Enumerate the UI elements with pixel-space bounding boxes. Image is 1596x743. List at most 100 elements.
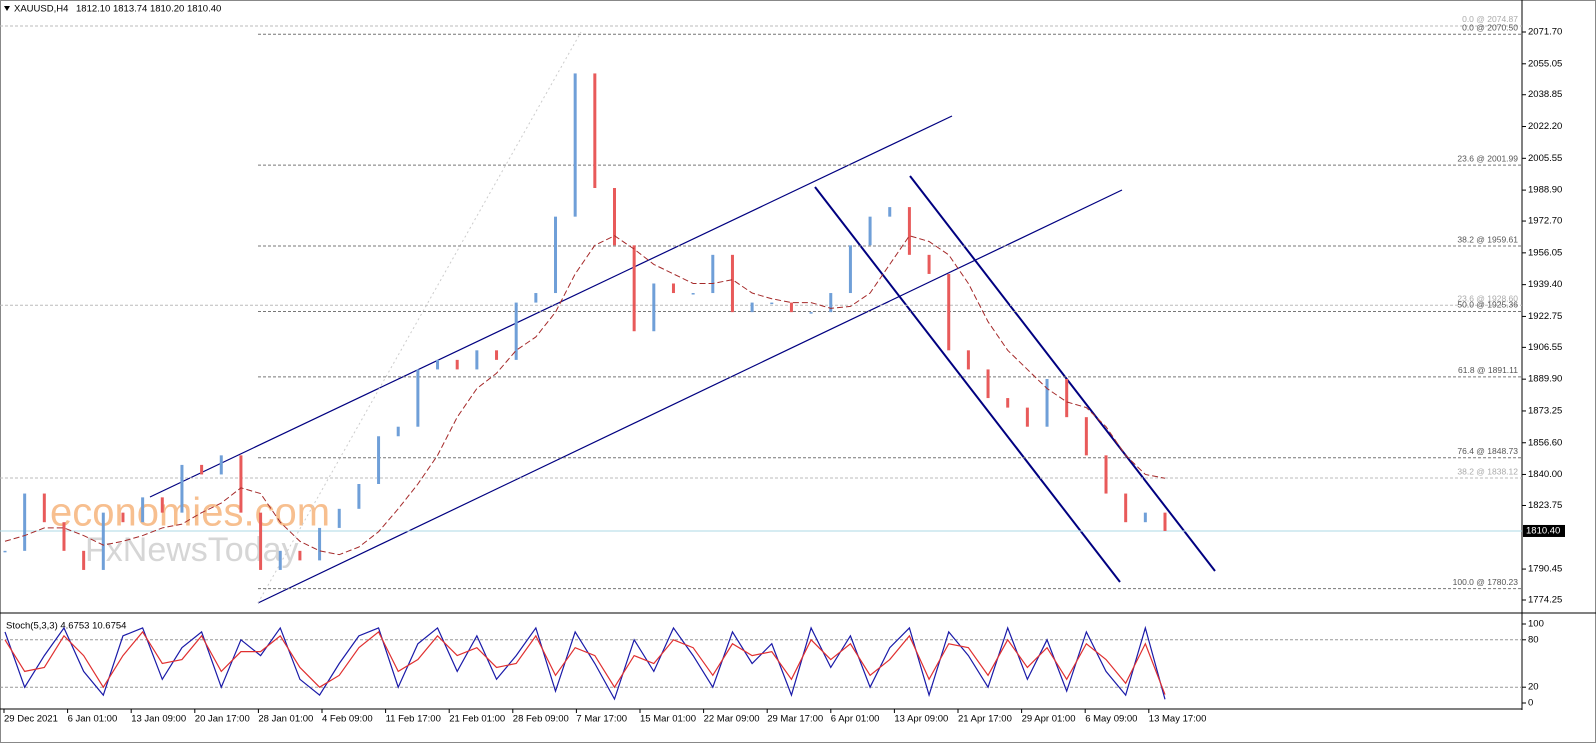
price-bar — [514, 302, 518, 360]
stoch-tick-label: 20 — [1528, 682, 1539, 693]
y-tick-label: 1823.75 — [1528, 500, 1562, 511]
y-tick-label: 1873.25 — [1528, 405, 1562, 416]
price-bar — [888, 207, 892, 217]
stoch-tick-label: 100 — [1528, 619, 1544, 630]
y-tick-label: 2038.85 — [1528, 89, 1562, 100]
fib-label: 100.0 @ 1780.23 — [1453, 577, 1519, 587]
price-bar — [101, 512, 105, 570]
price-bar — [691, 293, 695, 295]
channel-line — [814, 186, 1121, 583]
y-tick-label: 2005.55 — [1528, 153, 1562, 164]
price-bar — [337, 508, 341, 528]
price-bar — [612, 188, 616, 246]
channel-line — [257, 189, 1123, 604]
price-bar — [730, 254, 734, 313]
price-bar — [23, 493, 27, 551]
price-bar — [278, 550, 282, 570]
y-tick-label: 2022.20 — [1528, 121, 1562, 132]
price-bar — [239, 455, 243, 513]
fib-label: 50.0 @ 1925.36 — [1457, 300, 1518, 310]
price-bar — [141, 497, 145, 523]
price-bar — [1006, 398, 1010, 408]
price-bar — [711, 254, 715, 294]
price-bar — [809, 312, 813, 314]
fib-label: 38.2 @ 1959.61 — [1457, 234, 1518, 244]
ohlc: 1812.10 1813.74 1810.20 1810.40 — [76, 4, 221, 15]
price-bar — [1025, 407, 1029, 427]
price-bar — [671, 283, 675, 294]
fib-label: 76.4 @ 1848.73 — [1457, 446, 1518, 456]
fib-label: 0.0 @ 2074.87 — [1462, 14, 1518, 24]
x-tick-label: 11 Feb 17:00 — [386, 714, 441, 725]
fib-label: 0.0 @ 2070.50 — [1462, 23, 1518, 33]
price-bar — [907, 207, 911, 255]
price-bar — [554, 216, 558, 294]
last-price-box — [1523, 524, 1565, 537]
price-bar — [62, 522, 66, 551]
stoch-tick-label: 0 — [1528, 698, 1533, 709]
price-bar — [1045, 378, 1049, 427]
symbol: XAUUSD,H4 — [14, 4, 68, 15]
x-tick-label: 7 Mar 17:00 — [576, 714, 627, 725]
price-bar — [416, 369, 420, 427]
price-bar — [1163, 512, 1167, 531]
price-bar — [259, 512, 263, 570]
x-tick-label: 21 Apr 17:00 — [958, 714, 1012, 725]
price-bar — [475, 350, 479, 370]
y-tick-label: 1922.75 — [1528, 311, 1562, 322]
price-bar — [770, 302, 774, 305]
price-bar — [1065, 378, 1069, 418]
price-bar — [848, 245, 852, 294]
x-tick-label: 6 Jan 01:00 — [68, 714, 118, 725]
fib-label: 61.8 @ 1891.11 — [1458, 365, 1518, 375]
trend-lines — [149, 115, 1216, 604]
price-bar — [318, 527, 322, 561]
price-bar — [1104, 455, 1108, 494]
price-bar — [829, 293, 833, 313]
price-bar — [632, 245, 636, 332]
stoch-tick-label: 80 — [1528, 634, 1539, 645]
price-bar — [357, 483, 361, 509]
x-tick-label: 29 Apr 01:00 — [1022, 714, 1076, 725]
x-tick-label: 29 Mar 17:00 — [767, 714, 823, 725]
price-bar — [573, 73, 577, 217]
price-bar — [160, 497, 164, 513]
y-tick-label: 1856.60 — [1528, 437, 1562, 448]
fib-label: 38.2 @ 1838.12 — [1457, 466, 1518, 476]
price-bar — [219, 455, 223, 475]
x-tick-label: 28 Jan 01:00 — [258, 714, 313, 725]
x-tick-label: 29 Dec 2021 — [4, 714, 58, 725]
y-tick-label: 1790.45 — [1528, 564, 1562, 575]
price-bar — [455, 359, 459, 370]
last-price-label: 1810.40 — [1526, 525, 1560, 536]
price-bar — [180, 464, 184, 513]
price-bar — [652, 283, 656, 332]
x-tick-label: 15 Mar 01:00 — [640, 714, 696, 725]
x-tick-label: 21 Feb 01:00 — [449, 714, 505, 725]
price-bar — [750, 302, 754, 313]
stoch-line — [4, 630, 1166, 695]
moving-average — [4, 235, 1166, 556]
x-tick-label: 13 Apr 09:00 — [894, 714, 948, 725]
price-bar — [3, 550, 7, 553]
menu-arrow[interactable] — [4, 6, 10, 11]
y-tick-label: 1972.70 — [1528, 216, 1562, 227]
x-tick-label: 13 Jan 09:00 — [131, 714, 186, 725]
price-bar — [1084, 417, 1088, 456]
channel-line — [149, 115, 953, 498]
stoch-line — [4, 625, 1166, 701]
price-bar — [82, 550, 86, 570]
price-bar — [396, 426, 400, 437]
x-tick-label: 22 Mar 09:00 — [704, 714, 760, 725]
y-tick-label: 1889.90 — [1528, 374, 1562, 385]
y-tick-label: 2055.05 — [1528, 58, 1562, 69]
price-bar — [789, 302, 793, 313]
y-tick-label: 1988.90 — [1528, 185, 1562, 196]
price-bar — [1124, 493, 1128, 523]
x-tick-label: 28 Feb 09:00 — [513, 714, 569, 725]
y-tick-label: 1774.25 — [1528, 595, 1562, 606]
price-bar — [947, 273, 951, 351]
x-tick-label: 6 Apr 01:00 — [831, 714, 880, 725]
